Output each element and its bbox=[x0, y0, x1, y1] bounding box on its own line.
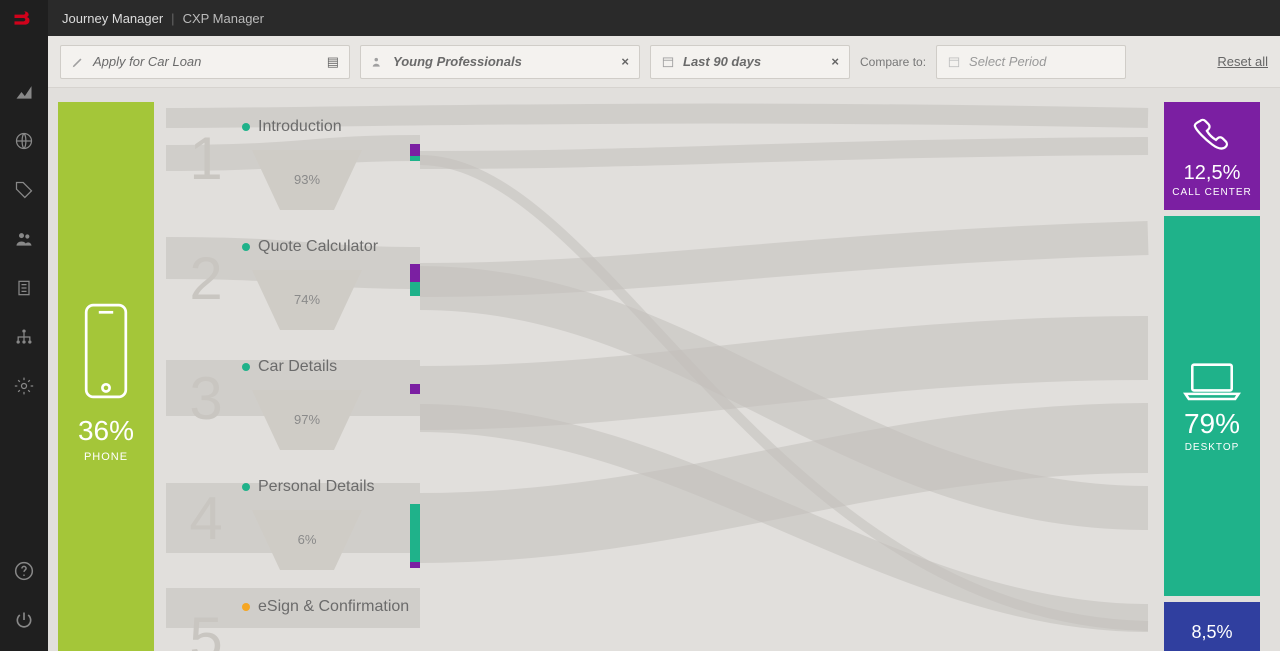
compare-label: Compare to: bbox=[860, 55, 926, 69]
outcome-label: CALL CENTER bbox=[1172, 187, 1252, 198]
step-dot-icon bbox=[242, 123, 250, 131]
filter-period-label: Last 90 days bbox=[683, 54, 761, 69]
step-dot-icon bbox=[242, 483, 250, 491]
filter-segment-label: Young Professionals bbox=[393, 54, 522, 69]
filter-journey[interactable]: Apply for Car Loan ▤ bbox=[60, 45, 350, 79]
step-dot-icon bbox=[242, 243, 250, 251]
filter-journey-caret-icon[interactable]: ▤ bbox=[327, 54, 339, 70]
filter-segment[interactable]: Young Professionals × bbox=[360, 45, 640, 79]
step-rate: 93% bbox=[252, 172, 362, 187]
filter-period[interactable]: Last 90 days × bbox=[650, 45, 850, 79]
step-bars bbox=[410, 384, 424, 394]
outcome-value: 8,5% bbox=[1191, 622, 1232, 643]
nav-settings-icon[interactable] bbox=[14, 376, 34, 401]
calendar-icon bbox=[947, 55, 961, 69]
filter-segment-clear-icon[interactable]: × bbox=[621, 54, 629, 69]
outcome-desktop[interactable]: 79% DESKTOP bbox=[1164, 216, 1260, 596]
journey-canvas: 36% PHONE 1 Introduction 93% 2 Quote Cal… bbox=[48, 88, 1280, 651]
left-nav-rail bbox=[0, 0, 48, 651]
people-icon bbox=[371, 55, 385, 69]
breadcrumb-separator: | bbox=[171, 11, 174, 26]
nav-tag-icon[interactable] bbox=[14, 180, 34, 205]
step-title: Car Details bbox=[242, 358, 337, 376]
step-funnel: 97% bbox=[252, 390, 362, 450]
step-dot-icon bbox=[242, 603, 250, 611]
step-bars bbox=[410, 504, 424, 568]
nav-analytics-icon[interactable] bbox=[14, 82, 34, 107]
nav-users-icon[interactable] bbox=[14, 229, 34, 254]
laptop-icon bbox=[1182, 359, 1242, 408]
step-number: 1 bbox=[178, 124, 234, 193]
phone-handset-icon bbox=[1191, 115, 1233, 162]
pencil-icon bbox=[71, 55, 85, 69]
nav-clipboard-icon[interactable] bbox=[14, 278, 34, 303]
outcome-label: DESKTOP bbox=[1185, 442, 1240, 453]
step-title: Introduction bbox=[242, 118, 342, 136]
product-name: Journey Manager bbox=[62, 11, 163, 26]
step-title: Personal Details bbox=[242, 478, 375, 496]
outcome-call-center[interactable]: 12,5% CALL CENTER bbox=[1164, 102, 1260, 210]
filter-bar: Apply for Car Loan ▤ Young Professionals… bbox=[48, 36, 1280, 88]
step-title: eSign & Confirmation bbox=[242, 598, 409, 616]
step-funnel: 74% bbox=[252, 270, 362, 330]
nav-globe-icon[interactable] bbox=[14, 131, 34, 156]
outcome-value: 79% bbox=[1184, 408, 1240, 440]
step-number: 4 bbox=[178, 484, 234, 553]
help-icon[interactable] bbox=[14, 561, 34, 586]
filter-compare[interactable]: Select Period bbox=[936, 45, 1126, 79]
phone-icon bbox=[79, 301, 133, 401]
brand-logo-icon bbox=[12, 8, 36, 32]
calendar-icon bbox=[661, 55, 675, 69]
step-funnel: 93% bbox=[252, 150, 362, 210]
step-number: 3 bbox=[178, 364, 234, 433]
outcome-value: 12,5% bbox=[1184, 162, 1241, 185]
outcome-other[interactable]: 8,5% bbox=[1164, 602, 1260, 651]
start-channel-column[interactable]: 36% PHONE bbox=[58, 102, 154, 651]
section-name: CXP Manager bbox=[183, 11, 264, 26]
step-bars bbox=[410, 144, 424, 161]
filter-journey-label: Apply for Car Loan bbox=[93, 54, 201, 69]
step-rate: 74% bbox=[252, 292, 362, 307]
step-title: Quote Calculator bbox=[242, 238, 378, 256]
step-number: 2 bbox=[178, 244, 234, 313]
start-channel-label: PHONE bbox=[84, 451, 128, 463]
reset-all-link[interactable]: Reset all bbox=[1217, 54, 1268, 69]
power-icon[interactable] bbox=[14, 610, 34, 635]
filter-period-clear-icon[interactable]: × bbox=[831, 54, 839, 69]
step-dot-icon bbox=[242, 363, 250, 371]
top-bar: Journey Manager | CXP Manager bbox=[48, 0, 1280, 36]
step-bars bbox=[410, 264, 424, 296]
step-rate: 6% bbox=[252, 532, 362, 547]
step-rate: 97% bbox=[252, 412, 362, 427]
start-channel-value: 36% bbox=[78, 415, 134, 447]
step-funnel: 6% bbox=[252, 510, 362, 570]
nav-sitemap-icon[interactable] bbox=[14, 327, 34, 352]
filter-compare-placeholder: Select Period bbox=[969, 54, 1046, 69]
step-number: 5 bbox=[178, 604, 234, 651]
